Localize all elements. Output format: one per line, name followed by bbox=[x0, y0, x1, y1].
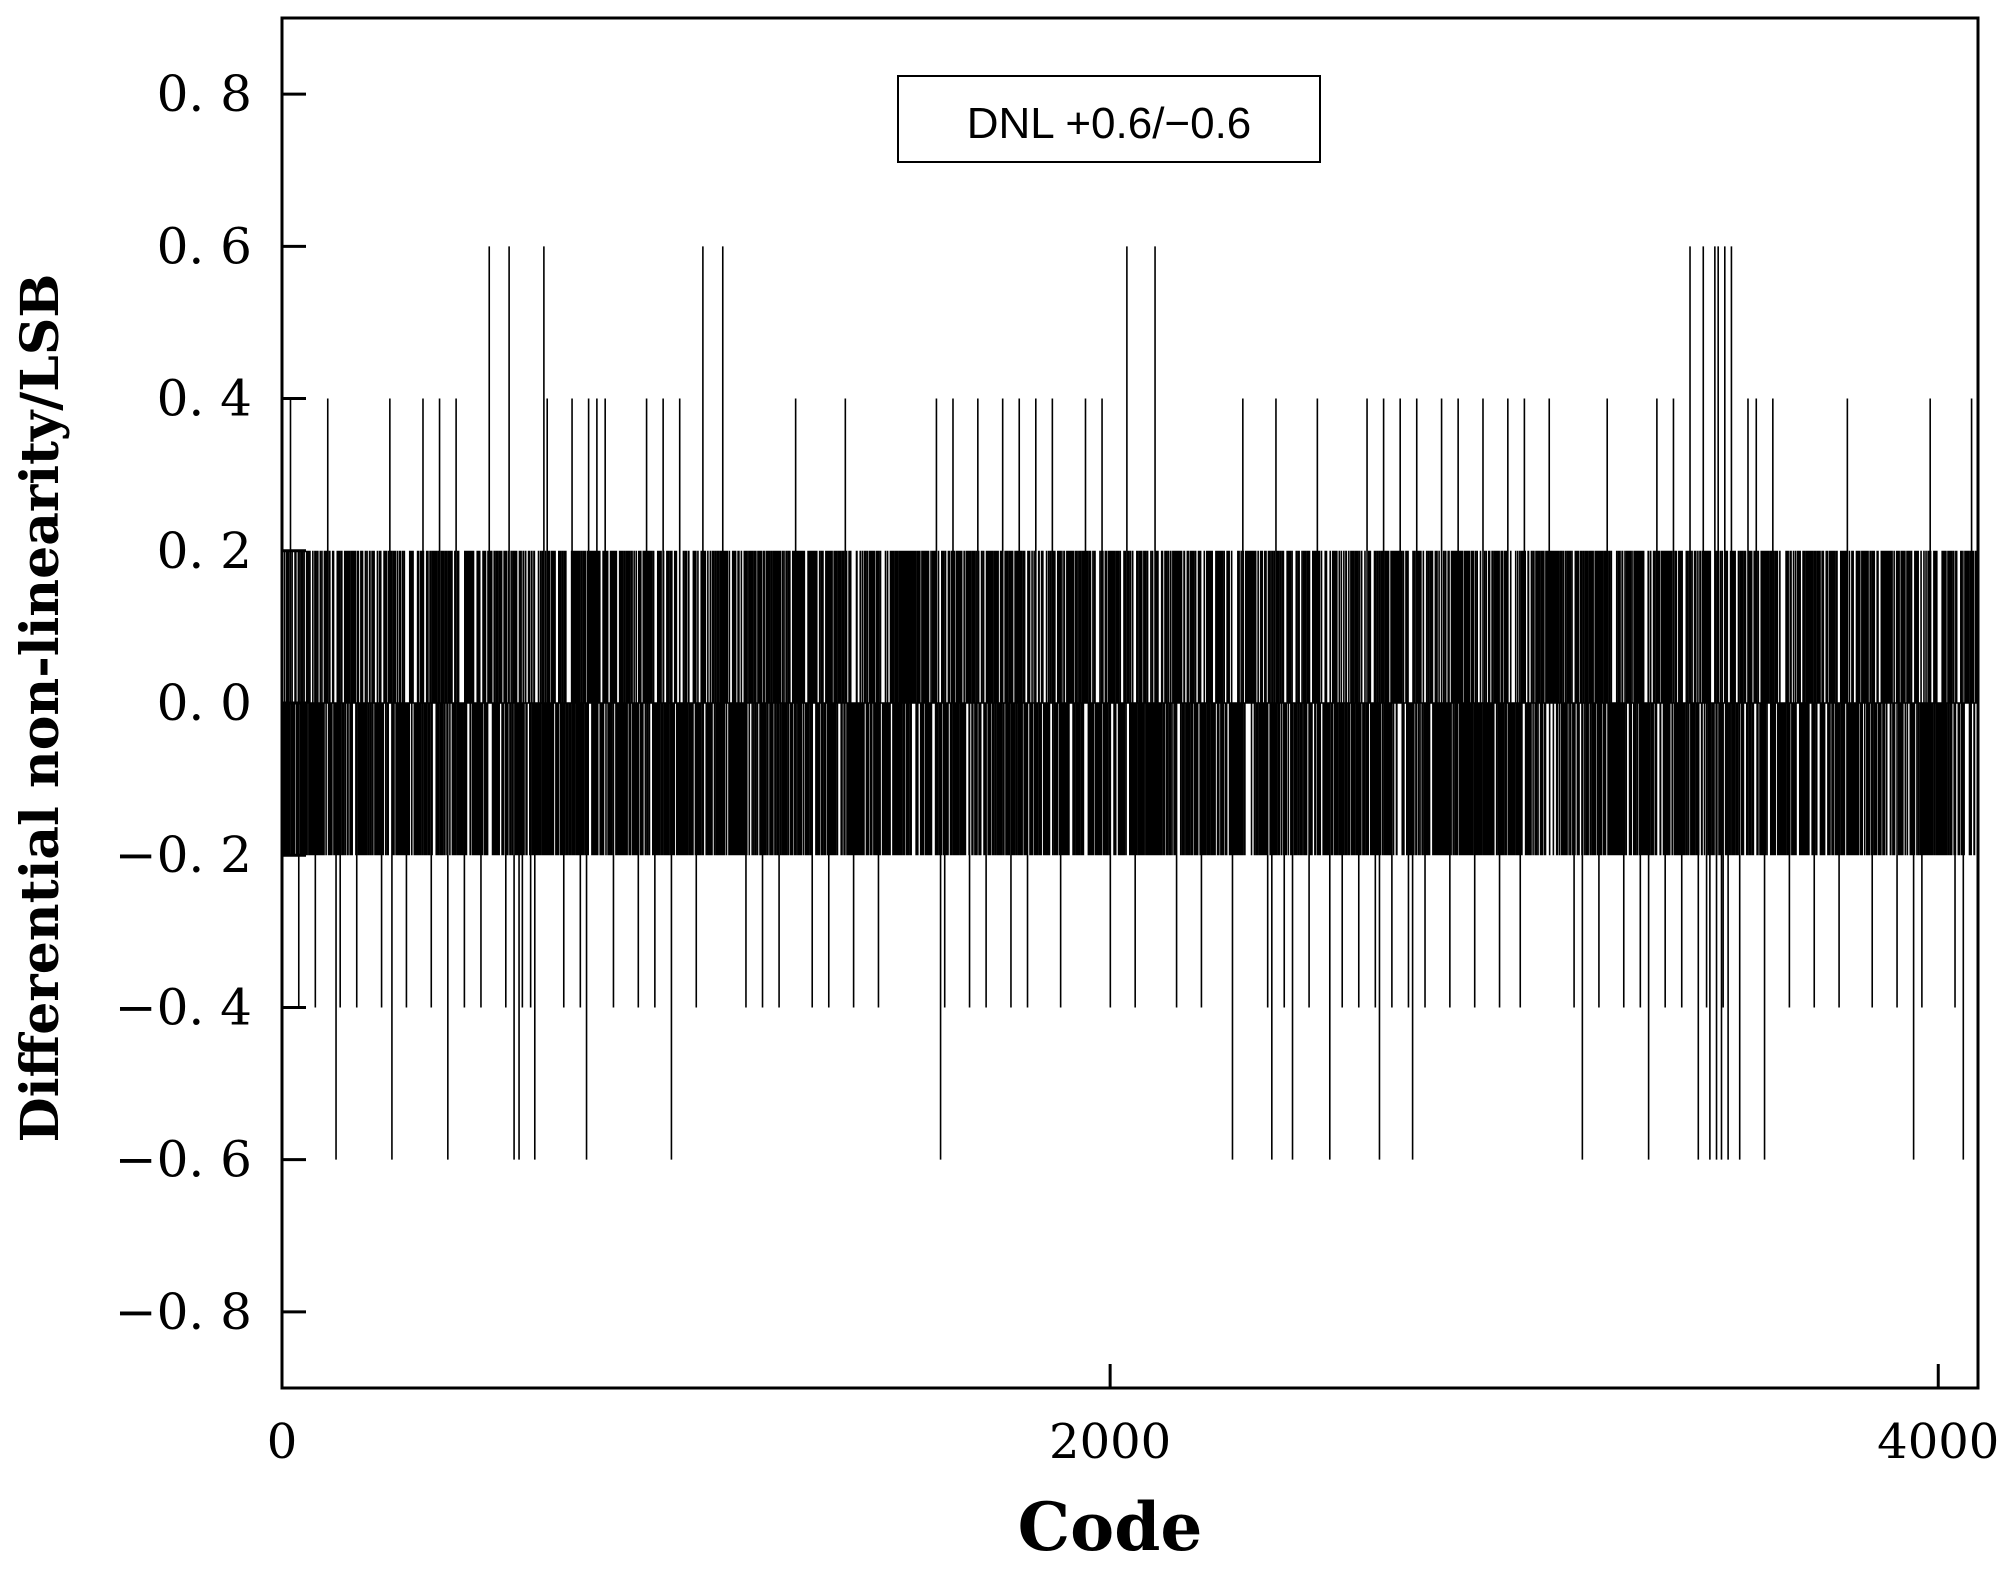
dnl-bars-pos-0_2 bbox=[281, 550, 1979, 703]
legend-box bbox=[897, 75, 1321, 163]
x-tick-label: 2000 bbox=[1049, 1414, 1171, 1470]
dnl-bars-neg-0_6 bbox=[335, 703, 1965, 1160]
y-tick-label: 0. 8 bbox=[157, 65, 252, 123]
y-tick-label: 0. 4 bbox=[157, 370, 252, 428]
dnl-bars-pos-0_6 bbox=[488, 246, 1733, 703]
bars-layer bbox=[281, 246, 1979, 1160]
legend-label: DNL +0.6/−0.6 bbox=[967, 99, 1252, 148]
x-tick-label: 4000 bbox=[1877, 1414, 1998, 1470]
y-tick-label: 0. 0 bbox=[157, 674, 252, 732]
legend: DNL +0.6/−0.6 bbox=[897, 75, 1321, 163]
y-tick-label: −0. 2 bbox=[115, 826, 252, 884]
y-axis-title: Differential non-linearity/LSB bbox=[10, 274, 71, 1143]
y-tick-label: −0. 8 bbox=[115, 1283, 252, 1341]
dnl-bars-neg-0_2 bbox=[281, 703, 1976, 856]
axes-layer: 0. 8 0. 6 0. 4 0. 2 0. 0 −0. 2 −0. 4 −0. 6 −0. 8… bbox=[115, 16, 1998, 1470]
x-tick-label: 0 bbox=[267, 1414, 298, 1470]
x-axis-title: Code bbox=[1018, 1488, 1203, 1566]
y-tick-label: −0. 4 bbox=[115, 978, 252, 1036]
y-tick-label: −0. 6 bbox=[115, 1131, 252, 1189]
y-tick-label: 0. 2 bbox=[157, 522, 252, 580]
y-tick-label: 0. 6 bbox=[157, 217, 252, 275]
